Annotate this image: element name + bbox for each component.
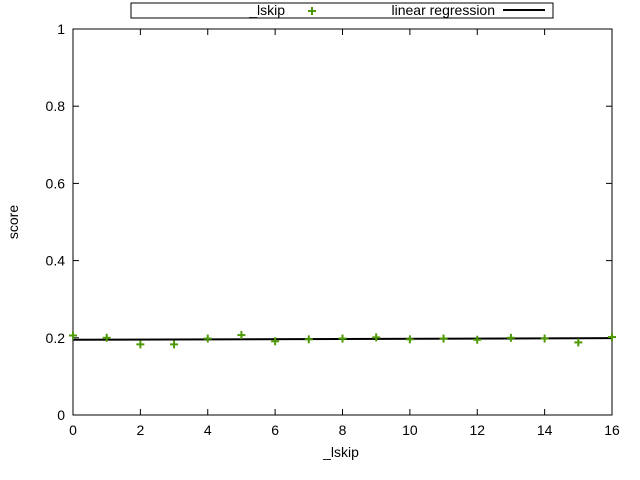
plot-marks	[69, 331, 616, 349]
legend-box	[130, 2, 554, 19]
data-point	[304, 335, 313, 344]
x-tick-label: 16	[604, 422, 620, 438]
y-tick-label: 1	[57, 21, 65, 37]
y-axis-label: score	[5, 205, 21, 239]
axes: 0 2 4 6 8 10 12 14 16 0 0.2 0.4 0.6 0.8 1	[46, 21, 620, 438]
data-point	[540, 334, 549, 343]
data-point	[473, 335, 482, 344]
x-axis-label: _lskip	[322, 444, 359, 460]
y-tick-label: 0.6	[46, 175, 66, 191]
data-point	[439, 334, 448, 343]
data-point	[69, 331, 77, 340]
data-point	[237, 331, 246, 340]
data-point	[372, 333, 381, 342]
data-point	[608, 333, 616, 342]
legend-label-points: _lskip	[248, 2, 285, 18]
legend-label-line: linear regression	[392, 2, 496, 18]
data-point	[136, 340, 145, 349]
x-tick-label: 14	[537, 422, 553, 438]
data-point	[506, 333, 515, 342]
legend: _lskip linear regression	[130, 2, 554, 19]
x-tick-label: 4	[204, 422, 212, 438]
x-tick-label: 0	[69, 422, 77, 438]
y-tick-label: 0.2	[46, 330, 66, 346]
plot-frame	[72, 28, 613, 416]
data-point	[338, 334, 347, 343]
data-point	[405, 335, 414, 344]
y-tick-label: 0	[57, 407, 65, 423]
x-tick-label: 6	[271, 422, 279, 438]
x-tick-label: 12	[469, 422, 485, 438]
data-point	[574, 338, 583, 347]
y-tick-label: 0.8	[46, 98, 66, 114]
x-tick-label: 10	[402, 422, 418, 438]
legend-marker-points	[308, 7, 316, 15]
data-point	[102, 333, 111, 342]
y-tick-label: 0.4	[46, 253, 66, 269]
x-tick-label: 2	[136, 422, 144, 438]
data-point	[170, 340, 179, 349]
data-point	[271, 337, 280, 346]
x-tick-label: 8	[339, 422, 347, 438]
data-point	[203, 334, 212, 343]
